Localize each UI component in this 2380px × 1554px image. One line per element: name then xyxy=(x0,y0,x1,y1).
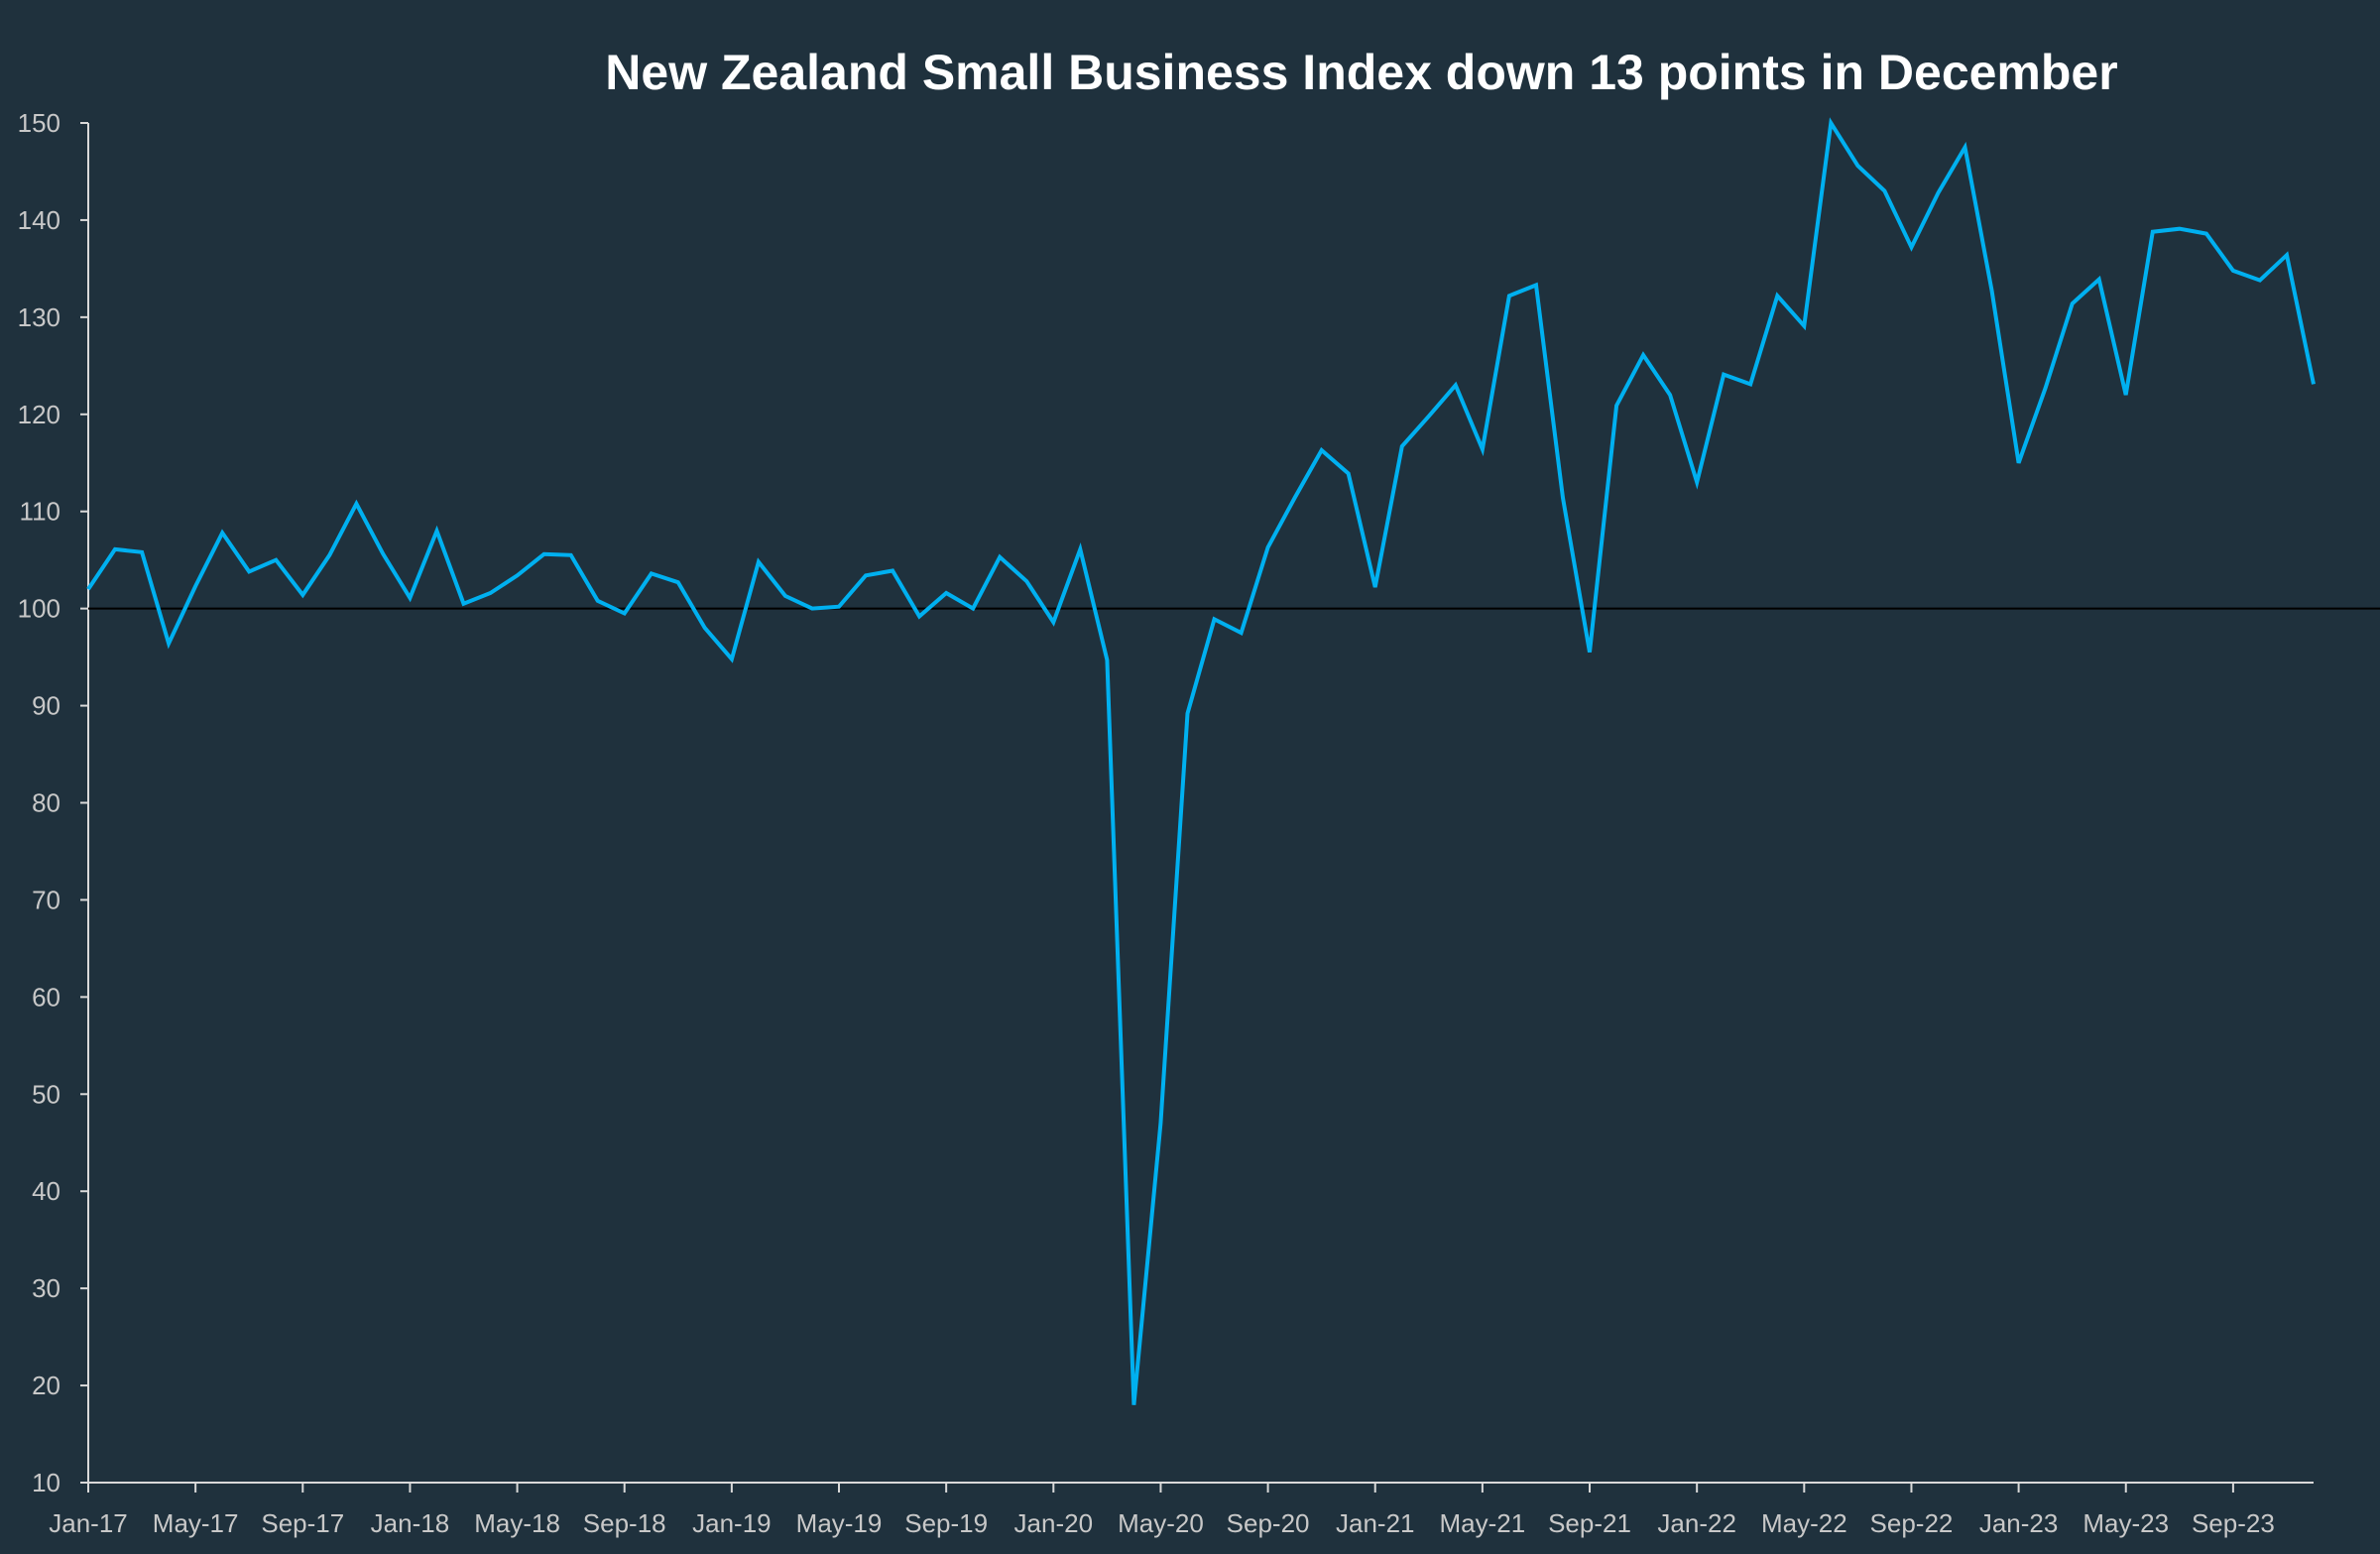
y-tick-label: 130 xyxy=(18,302,60,332)
x-tick-label: Jan-21 xyxy=(1336,1508,1415,1538)
x-tick-label: Jan-23 xyxy=(1979,1508,2059,1538)
x-tick-label: May-17 xyxy=(153,1508,239,1538)
x-tick-label: May-19 xyxy=(796,1508,883,1538)
x-tick-label: Sep-23 xyxy=(2192,1508,2275,1538)
series-line xyxy=(86,117,2316,1405)
y-tick-label: 80 xyxy=(32,788,60,818)
y-tick-label: 60 xyxy=(32,982,60,1012)
x-tick-label: Jan-22 xyxy=(1657,1508,1736,1538)
x-tick-label: Jan-17 xyxy=(49,1508,128,1538)
chart-title: New Zealand Small Business Index down 13… xyxy=(605,45,2117,100)
x-tick-label: Sep-22 xyxy=(1870,1508,1954,1538)
x-tick-label: May-20 xyxy=(1118,1508,1204,1538)
x-tick-label: Sep-20 xyxy=(1227,1508,1310,1538)
y-tick-label: 150 xyxy=(18,108,60,138)
y-tick-label: 30 xyxy=(32,1273,60,1303)
y-tick-label: 100 xyxy=(18,594,60,624)
x-tick-label: May-21 xyxy=(1440,1508,1526,1538)
x-tick-label: Jan-20 xyxy=(1014,1508,1094,1538)
x-tick-label: Sep-18 xyxy=(583,1508,666,1538)
x-tick-label: Sep-21 xyxy=(1548,1508,1631,1538)
x-tick-label: May-18 xyxy=(474,1508,560,1538)
x-tick-label: Sep-19 xyxy=(904,1508,988,1538)
y-tick-label: 10 xyxy=(32,1468,60,1497)
y-tick-label: 110 xyxy=(20,497,60,527)
y-tick-label: 70 xyxy=(32,885,60,914)
y-tick-label: 140 xyxy=(18,205,60,235)
y-tick-label: 20 xyxy=(32,1371,60,1400)
x-tick-label: Jan-19 xyxy=(692,1508,772,1538)
x-tick-label: Sep-17 xyxy=(261,1508,344,1538)
y-tick-label: 40 xyxy=(32,1176,60,1206)
y-tick-label: 50 xyxy=(32,1079,60,1109)
x-tick-label: May-23 xyxy=(2082,1508,2169,1538)
y-tick-label: 90 xyxy=(32,691,60,721)
x-tick-label: May-22 xyxy=(1761,1508,1847,1538)
y-tick-label: 120 xyxy=(18,400,60,429)
x-tick-label: Jan-18 xyxy=(371,1508,450,1538)
